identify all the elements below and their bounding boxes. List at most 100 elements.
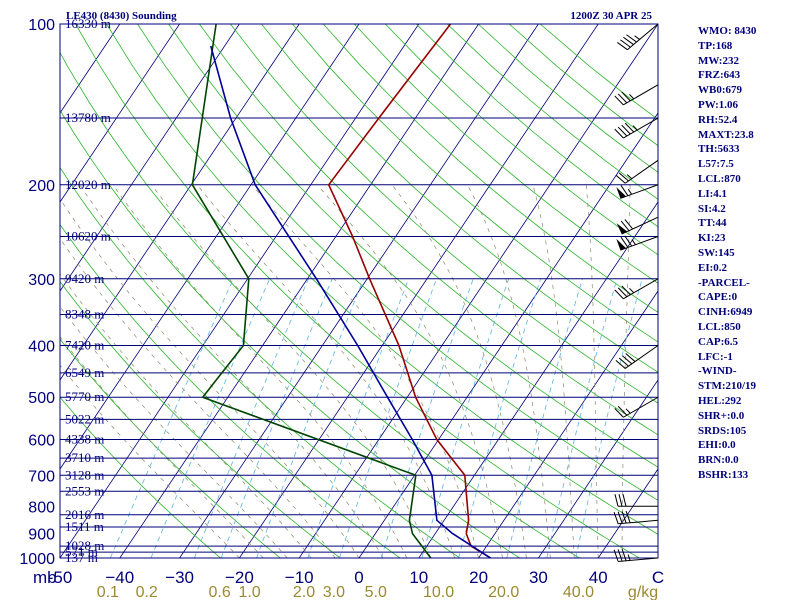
height-label: 137 m [65, 550, 98, 565]
mixing-ratio-label: 0.6 [209, 584, 231, 600]
height-label: 16330 m [65, 16, 111, 31]
mixing-ratio-line [150, 278, 271, 558]
wind-barb [614, 494, 658, 507]
moist-adiabat [532, 184, 575, 558]
temperature-tick-label: −30 [165, 568, 194, 587]
sounding-index-item: PW:1.06 [698, 98, 739, 111]
isotherm-line [60, 24, 180, 203]
sounding-index-item: L57:7.5 [698, 158, 734, 171]
isotherm-line [418, 201, 658, 558]
sounding-index-item: SRDS:105 [698, 424, 747, 437]
wind-barb [613, 548, 659, 562]
wind-barbs [613, 23, 659, 562]
height-label: 8348 m [65, 307, 104, 322]
wind-barb [616, 216, 659, 235]
sounding-index-item: FRZ:643 [698, 69, 741, 82]
isotherm-line [239, 24, 599, 558]
station-title: LE430 (8430) Sounding [66, 10, 177, 22]
sounding-index-item: EI:0.2 [698, 261, 728, 274]
isotherm-line [298, 24, 658, 558]
sounding-index-item: SI:4.2 [698, 202, 726, 215]
sounding-index-item: KI:23 [698, 232, 726, 245]
background-grid [60, 24, 658, 558]
sounding-index-item: LCL:870 [698, 172, 741, 185]
sounding-index-item: STM:210/19 [698, 380, 757, 393]
mixing-ratio-line [194, 278, 309, 558]
pressure-tick-label: 400 [28, 339, 55, 356]
sounding-index-item: SW:145 [698, 246, 735, 259]
dry-adiabat [75, 24, 640, 558]
pressure-tick-label: 300 [28, 272, 55, 289]
height-label: 2016 m [65, 507, 104, 522]
wind-barb [617, 23, 659, 51]
plot-frame [59, 23, 659, 559]
wind-barb [614, 396, 659, 418]
mixing-ratio-label: 3.0 [323, 584, 345, 600]
sounding-index-item: WB0:679 [698, 84, 742, 97]
moist-adiabat [60, 273, 312, 558]
temperature-tick-label: 40 [589, 568, 608, 587]
temperature-tick-label: -50 [48, 568, 73, 587]
isotherm-line [60, 24, 240, 292]
isotherm-line [60, 24, 300, 381]
mixing-ratio-label: 0.1 [97, 584, 119, 600]
moist-adiabat [151, 184, 432, 558]
sounding-indices: WMO: 8430 TP:168 MW:232 FRZ:643 WB0:679 PW:1.… [698, 24, 798, 483]
temperature-tick-label: 20 [469, 568, 488, 587]
sounding-index-item: BSHR:133 [698, 468, 749, 481]
sounding-index-item: -PARCEL- [698, 276, 750, 289]
sounding-index-item: LCL:850 [698, 320, 741, 333]
height-label: 12020 m [65, 177, 111, 192]
wind-barb [615, 345, 659, 369]
pressure-tick-label: 100 [28, 17, 55, 34]
moist-adiabat [467, 184, 551, 558]
sounding-index-item: EHI:0.0 [698, 439, 736, 452]
sounding-index-item: LFC:-1 [698, 350, 733, 363]
temperature-profile [327, 24, 492, 558]
sounding-index-item: TH:5633 [698, 143, 740, 156]
height-label: 571 m [65, 544, 98, 559]
temperature-tick-label: −40 [105, 568, 134, 587]
sounding-index-item: BRN:0.0 [698, 454, 739, 467]
valid-time: 1200Z 30 APR 25 [570, 10, 652, 22]
sounding-index-item: CAP:6.5 [698, 335, 739, 348]
dewpoint-profile [191, 24, 432, 558]
pressure-tick-label: 700 [28, 468, 55, 485]
mixing-ratio-line [458, 278, 541, 558]
sounding-profiles [191, 24, 492, 558]
wind-barb [616, 235, 659, 251]
temperature-tick-label: −10 [285, 568, 314, 587]
temperature-tick-label: C [652, 568, 664, 587]
mixing-ratio-line [421, 278, 510, 558]
wind-barb [614, 117, 659, 139]
mixing-ratio-line [256, 278, 364, 558]
isotherm-line [179, 24, 539, 558]
pressure-tick-label: 500 [28, 390, 55, 407]
sounding-index-item: HEL:292 [698, 394, 742, 407]
temperature-tick-label: −20 [225, 568, 254, 587]
isotherm-line [358, 112, 658, 558]
mixing-ratio-label: 0.2 [136, 584, 158, 600]
sounding-index-item: TT:44 [698, 217, 727, 230]
mixing-ratio-label: 2.0 [293, 584, 315, 600]
mixing-ratio-line [380, 278, 474, 558]
height-label: 9420 m [65, 271, 104, 286]
height-label: 5022 m [65, 411, 104, 426]
sounding-index-item: WMO: 8430 [698, 25, 757, 37]
height-label: 1028 m [65, 538, 104, 553]
pressure-tick-label: 200 [28, 178, 55, 195]
dry-adiabat [137, 24, 658, 501]
mixing-ratio-label: 20.0 [488, 584, 519, 600]
height-label: 2553 m [65, 483, 104, 498]
pressure-tick-label: 600 [28, 433, 55, 450]
sounding-index-item: -WIND- [698, 365, 737, 378]
wind-barb [616, 184, 659, 199]
temperature-tick-label: 30 [529, 568, 548, 587]
temperature-tick-label: 0 [354, 568, 363, 587]
pressure-tick-label: 900 [28, 527, 55, 544]
height-label: 4338 m [65, 432, 104, 447]
mixing-ratio-label: 10.0 [423, 584, 454, 600]
height-label: 3128 m [65, 467, 104, 482]
sounding-index-item: MAXT:23.8 [698, 128, 754, 141]
